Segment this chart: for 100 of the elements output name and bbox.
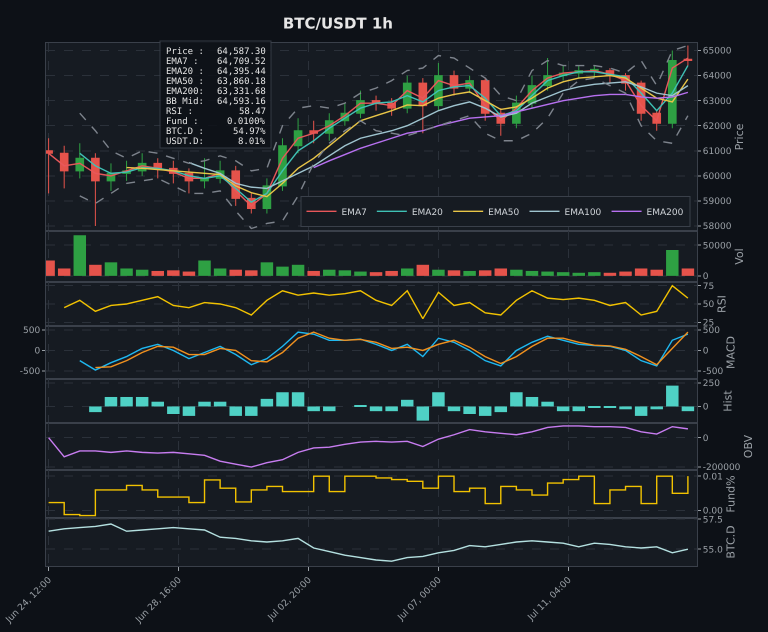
- bar: [74, 235, 86, 276]
- bar: [370, 406, 382, 412]
- candlestick: [684, 45, 692, 66]
- bar: [152, 270, 164, 276]
- bar: [136, 270, 148, 276]
- bar: [448, 406, 460, 412]
- annotation: 54.97%: [233, 127, 266, 137]
- y-tick-label: 0: [702, 272, 709, 282]
- annotation: EMA50 :: [166, 77, 204, 87]
- y-tick-label: 61000: [702, 146, 732, 157]
- bar: [619, 406, 632, 410]
- bar: [292, 264, 304, 276]
- bar: [510, 392, 523, 406]
- bar: [323, 270, 336, 276]
- bar: [556, 272, 570, 276]
- bar: [354, 272, 367, 276]
- bar: [260, 262, 274, 276]
- bar: [58, 268, 70, 276]
- bar: [650, 270, 663, 276]
- bar: [323, 406, 336, 412]
- y-tick-label: 0: [34, 346, 40, 357]
- bar: [307, 406, 320, 412]
- bar: [448, 270, 460, 276]
- bar: [401, 268, 414, 276]
- y-axis-title: OBV: [742, 434, 755, 458]
- bar: [104, 396, 118, 406]
- bar: [416, 264, 430, 276]
- bar: [89, 264, 102, 276]
- y-tick-label: 55.0: [702, 545, 724, 556]
- bar: [370, 272, 382, 276]
- bar: [682, 406, 694, 412]
- bar: [245, 270, 258, 276]
- bar: [338, 270, 352, 276]
- bar: [198, 260, 211, 276]
- bar: [245, 406, 258, 416]
- bar: [229, 406, 242, 416]
- y-axis-title: Fund%: [724, 475, 738, 513]
- y-axis-title: BTC.D: [724, 525, 738, 559]
- bar: [588, 272, 601, 276]
- bar: [494, 406, 508, 412]
- y-tick-label: 59000: [702, 197, 732, 208]
- annotation: USDT.D:: [166, 137, 204, 147]
- bar: [104, 262, 118, 276]
- annotation: RSI :: [166, 107, 194, 117]
- y-tick-label: 57.5: [702, 515, 723, 526]
- y-tick-label: 65000: [702, 46, 732, 57]
- bar: [167, 406, 180, 414]
- annotation: Price :: [166, 47, 204, 57]
- line-series: [312, 92, 689, 168]
- annotation: BB Mid:: [166, 97, 204, 107]
- candlestick: [75, 142, 84, 179]
- bar: [556, 406, 570, 412]
- bar: [634, 406, 648, 416]
- bar: [214, 402, 226, 406]
- y2-axis-title: MACD: [724, 336, 738, 369]
- bar: [198, 402, 211, 406]
- bar: [260, 398, 274, 406]
- bar: [666, 250, 679, 276]
- legend-label: EMA20: [412, 208, 444, 218]
- y-axis-title: Vol: [732, 248, 746, 265]
- y-tick-label: 0: [702, 434, 709, 444]
- bar: [572, 272, 585, 276]
- line-series: [79, 77, 689, 230]
- y-tick-label: 64000: [702, 72, 732, 82]
- bar: [416, 406, 430, 421]
- bar: [510, 270, 523, 276]
- bar: [120, 396, 133, 406]
- bar: [120, 268, 133, 276]
- line-series: [126, 74, 689, 198]
- annotation: 0.0100%: [227, 117, 266, 127]
- bar: [572, 406, 585, 412]
- y-tick-label: 250: [702, 378, 720, 389]
- bar: [463, 406, 476, 414]
- bar: [292, 392, 304, 406]
- y-tick-label: 50000: [702, 241, 732, 252]
- bar: [650, 406, 663, 410]
- y-tick-label: 60000: [702, 172, 732, 182]
- y-tick-label: 63000: [702, 96, 732, 107]
- y-axis-title: RSI: [716, 295, 729, 313]
- y-tick-label: 58000: [702, 222, 732, 232]
- y-axis-title: Price: [732, 123, 746, 150]
- bar: [182, 406, 196, 416]
- y-tick-label: 50: [702, 300, 715, 310]
- bar: [682, 268, 694, 276]
- bar: [152, 402, 164, 406]
- bar: [276, 392, 289, 406]
- annotation: EMA20 :: [166, 67, 204, 77]
- bar: [526, 270, 538, 276]
- y-axis-title: Hist: [721, 390, 734, 412]
- annotation: EMA200:: [166, 87, 204, 97]
- y-tick-label: 500: [23, 326, 40, 336]
- annotation: Fund :: [166, 117, 199, 127]
- bar: [619, 272, 632, 276]
- annotation: 64,395.44: [217, 67, 266, 77]
- bar: [463, 270, 476, 276]
- bar: [478, 406, 492, 416]
- bar: [136, 396, 148, 406]
- bar: [432, 270, 445, 276]
- bar: [478, 270, 492, 276]
- bar: [214, 268, 226, 276]
